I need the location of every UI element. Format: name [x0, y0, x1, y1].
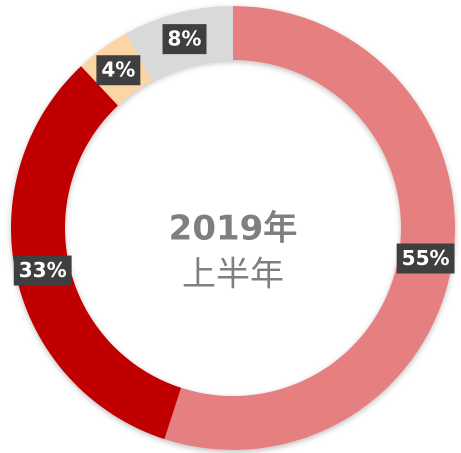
data-label: 4%	[96, 55, 141, 86]
donut-slice	[164, 6, 455, 450]
data-label-box	[396, 243, 455, 274]
data-label: 33%	[13, 255, 72, 286]
data-label-box	[162, 24, 207, 55]
chart-title: 2019年	[169, 209, 298, 249]
donut-slice	[10, 66, 182, 440]
data-label-text: 8%	[168, 27, 202, 51]
data-label-box	[13, 255, 72, 286]
data-label-text: 55%	[402, 246, 450, 270]
data-label: 8%	[162, 24, 207, 55]
data-label-text: 33%	[19, 258, 67, 282]
data-label-text: 4%	[101, 58, 135, 82]
chart-subtitle: 上半年	[182, 255, 284, 295]
data-label-box	[96, 55, 141, 86]
data-label: 55%	[396, 243, 455, 274]
